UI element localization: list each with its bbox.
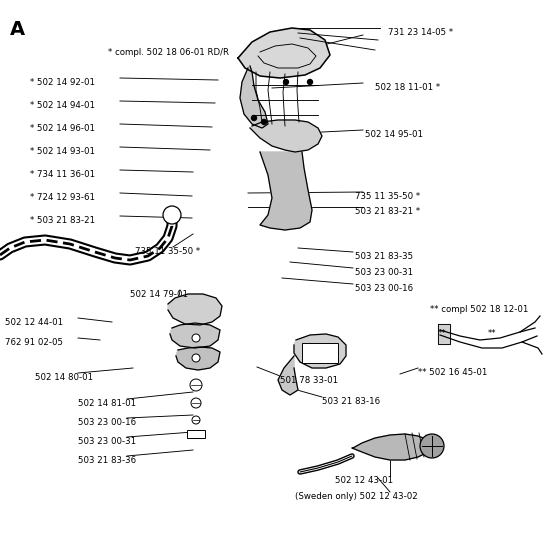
Text: 503 21 83-16: 503 21 83-16 <box>322 397 380 406</box>
Polygon shape <box>168 294 222 325</box>
Text: ** 502 16 45-01: ** 502 16 45-01 <box>418 368 487 377</box>
Polygon shape <box>260 152 312 230</box>
Polygon shape <box>170 323 220 348</box>
Polygon shape <box>238 28 330 78</box>
Text: 502 14 81-01: 502 14 81-01 <box>78 399 136 408</box>
Polygon shape <box>438 324 450 344</box>
Text: 502 18 11-01 *: 502 18 11-01 * <box>375 83 440 92</box>
Polygon shape <box>176 347 220 370</box>
Text: 502 14 79-01: 502 14 79-01 <box>130 290 188 299</box>
Text: 731 23 14-05 *: 731 23 14-05 * <box>388 28 453 37</box>
Text: 503 23 00-16: 503 23 00-16 <box>78 418 136 427</box>
Text: 735 11 35-50 *: 735 11 35-50 * <box>135 247 200 256</box>
Circle shape <box>192 354 200 362</box>
Circle shape <box>190 379 202 391</box>
Text: * 734 11 36-01: * 734 11 36-01 <box>30 170 95 179</box>
Circle shape <box>420 434 444 458</box>
Circle shape <box>283 80 288 85</box>
Text: 503 21 83-36: 503 21 83-36 <box>78 456 136 465</box>
Text: 502 12 43-01: 502 12 43-01 <box>335 476 393 485</box>
Text: * compl. 502 18 06-01 RD/R: * compl. 502 18 06-01 RD/R <box>108 48 229 57</box>
Text: * 724 12 93-61: * 724 12 93-61 <box>30 193 95 202</box>
Text: * 502 14 96-01: * 502 14 96-01 <box>30 124 95 133</box>
Circle shape <box>262 119 267 124</box>
Text: 503 23 00-31: 503 23 00-31 <box>78 437 136 446</box>
Text: * 502 14 94-01: * 502 14 94-01 <box>30 101 95 110</box>
Polygon shape <box>250 120 322 152</box>
Text: 502 14 95-01: 502 14 95-01 <box>365 130 423 139</box>
Bar <box>302 343 338 363</box>
Circle shape <box>251 115 256 120</box>
Circle shape <box>163 206 181 224</box>
Circle shape <box>192 416 200 424</box>
Text: 501 78 33-01: 501 78 33-01 <box>280 376 338 385</box>
Text: 503 23 00-16: 503 23 00-16 <box>355 284 413 293</box>
Bar <box>187 430 205 438</box>
Polygon shape <box>278 356 298 395</box>
Polygon shape <box>294 334 346 368</box>
Circle shape <box>307 80 312 85</box>
Text: 503 23 00-31: 503 23 00-31 <box>355 268 413 277</box>
Text: ** compl 502 18 12-01: ** compl 502 18 12-01 <box>430 305 529 314</box>
Text: 503 21 83-35: 503 21 83-35 <box>355 252 413 261</box>
Text: 735 11 35-50 *: 735 11 35-50 * <box>355 192 420 201</box>
Text: (Sweden only) 502 12 43-02: (Sweden only) 502 12 43-02 <box>295 492 418 501</box>
Polygon shape <box>240 66 268 128</box>
Text: * 502 14 93-01: * 502 14 93-01 <box>30 147 95 156</box>
Text: **: ** <box>438 329 446 338</box>
Text: 762 91 02-05: 762 91 02-05 <box>5 338 63 347</box>
Polygon shape <box>352 434 432 460</box>
Text: 503 21 83-21 *: 503 21 83-21 * <box>355 207 420 216</box>
Circle shape <box>191 398 201 408</box>
Text: A: A <box>10 20 25 39</box>
Text: 502 14 80-01: 502 14 80-01 <box>35 373 93 382</box>
Circle shape <box>192 334 200 342</box>
Text: **: ** <box>488 329 497 338</box>
Text: * 502 14 92-01: * 502 14 92-01 <box>30 78 95 87</box>
Text: 502 12 44-01: 502 12 44-01 <box>5 318 63 327</box>
Text: * 503 21 83-21: * 503 21 83-21 <box>30 216 95 225</box>
